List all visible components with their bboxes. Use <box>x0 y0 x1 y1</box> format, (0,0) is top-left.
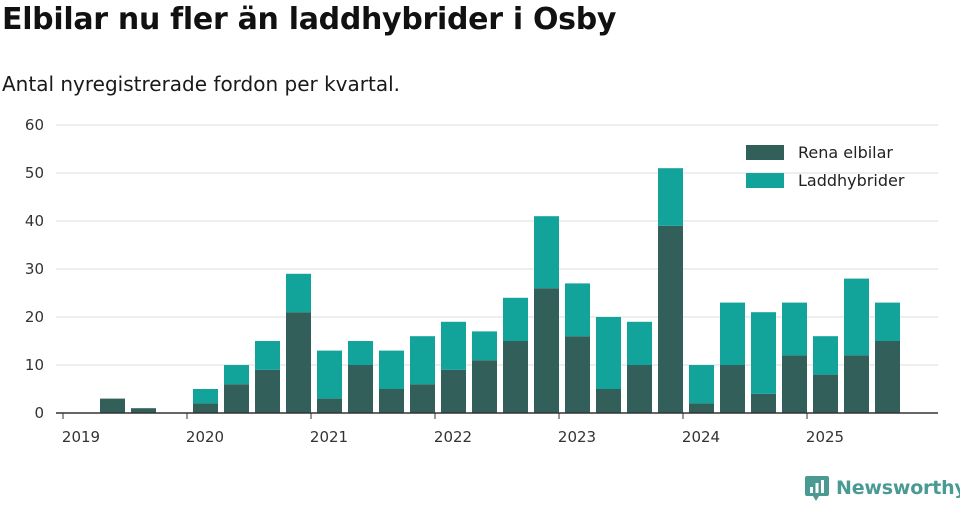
chart-title: Elbilar nu fler än laddhybrider i Osby <box>2 2 617 37</box>
bar-rena-elbilar <box>565 336 590 413</box>
bar-rena-elbilar <box>472 360 497 413</box>
bar-laddhybrider <box>844 278 869 356</box>
bar-laddhybrider <box>658 168 683 226</box>
newsworthy-brand: Newsworthy <box>804 474 960 502</box>
bar-laddhybrider <box>813 336 838 375</box>
bar-laddhybrider <box>441 321 466 370</box>
y-tick-label: 40 <box>25 212 44 230</box>
bar-rena-elbilar <box>875 341 900 413</box>
x-tick-label: 2022 <box>434 428 472 446</box>
bar-laddhybrider <box>286 273 311 313</box>
chart-subtitle: Antal nyregistrerade fordon per kvartal. <box>2 72 401 96</box>
bar-laddhybrider <box>720 302 745 365</box>
bar-rena-elbilar <box>286 312 311 413</box>
y-tick-label: 20 <box>25 308 44 326</box>
bar-rena-elbilar <box>751 393 776 413</box>
legend-label: Laddhybrider <box>798 171 905 190</box>
bar-rena-elbilar <box>534 288 559 413</box>
y-tick-label: 10 <box>25 356 44 374</box>
bar-laddhybrider <box>565 283 590 337</box>
bar-rena-elbilar <box>503 341 528 413</box>
bar-rena-elbilar <box>441 369 466 413</box>
bar-rena-elbilar <box>410 384 435 413</box>
bar-rena-elbilar <box>224 384 249 413</box>
bar-laddhybrider <box>348 341 373 365</box>
legend-swatch <box>746 173 784 188</box>
bar-rena-elbilar <box>379 389 404 413</box>
bar-laddhybrider <box>751 312 776 394</box>
bar-laddhybrider <box>782 302 807 356</box>
x-tick-label: 2019 <box>62 428 100 446</box>
bar-laddhybrider <box>224 365 249 385</box>
x-tick-label: 2025 <box>806 428 844 446</box>
bar-rena-elbilar <box>596 389 621 413</box>
legend-label: Rena elbilar <box>798 143 893 162</box>
bar-laddhybrider <box>534 216 559 289</box>
bar-rena-elbilar <box>193 403 218 413</box>
bar-rena-elbilar <box>813 374 838 413</box>
bar-rena-elbilar <box>844 355 869 413</box>
brand-name: Newsworthy <box>836 477 960 499</box>
bar-laddhybrider <box>503 297 528 341</box>
y-tick-label: 50 <box>25 164 44 182</box>
y-tick-label: 30 <box>25 260 44 278</box>
bar-laddhybrider <box>472 331 497 361</box>
bar-laddhybrider <box>379 350 404 389</box>
bar-rena-elbilar <box>255 369 280 413</box>
bar-rena-elbilar <box>348 365 373 413</box>
bar-rena-elbilar <box>131 408 156 413</box>
bar-rena-elbilar <box>317 398 342 413</box>
bar-rena-elbilar <box>720 365 745 413</box>
bar-laddhybrider <box>689 365 714 404</box>
bar-laddhybrider <box>193 389 218 404</box>
bar-laddhybrider <box>627 321 652 365</box>
bar-rena-elbilar <box>627 365 652 413</box>
bar-rena-elbilar <box>782 355 807 413</box>
bar-rena-elbilar <box>689 403 714 413</box>
bar-laddhybrider <box>596 317 621 389</box>
bar-laddhybrider <box>255 341 280 370</box>
y-tick-label: 60 <box>25 116 44 134</box>
bar-laddhybrider <box>875 302 900 341</box>
bar-laddhybrider <box>317 350 342 399</box>
y-tick-label: 0 <box>34 404 44 422</box>
bar-rena-elbilar <box>100 398 125 413</box>
x-tick-label: 2020 <box>186 428 224 446</box>
legend-swatch <box>746 145 784 160</box>
x-tick-label: 2023 <box>558 428 596 446</box>
newsworthy-logo-icon <box>805 476 829 501</box>
bar-rena-elbilar <box>658 225 683 413</box>
x-tick-label: 2021 <box>310 428 348 446</box>
bar-laddhybrider <box>410 336 435 385</box>
x-tick-label: 2024 <box>682 428 720 446</box>
